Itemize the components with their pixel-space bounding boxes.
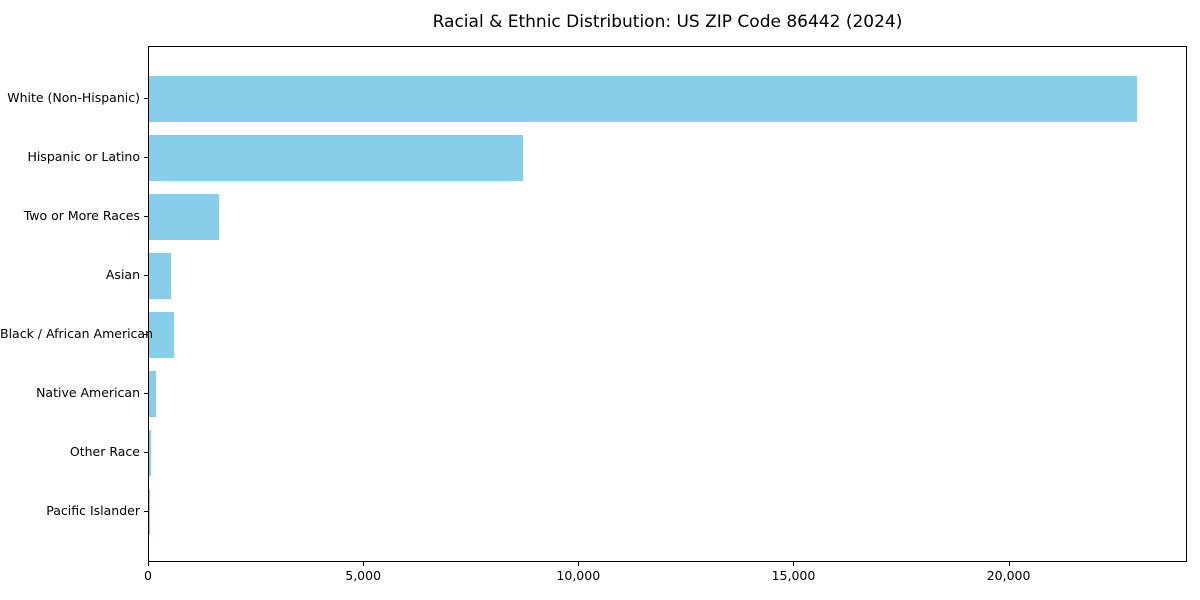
x-axis-label: 10,000 [556, 568, 601, 583]
x-tick [1008, 562, 1010, 566]
bar [149, 488, 150, 535]
y-axis-label: Black / African American [0, 325, 154, 341]
y-tick [144, 97, 148, 99]
bar [149, 370, 156, 417]
y-tick [144, 274, 148, 276]
plot-area [148, 46, 1187, 562]
bar [149, 134, 524, 181]
y-tick [144, 451, 148, 453]
y-axis-label: White (Non-Hispanic) [7, 89, 140, 105]
y-axis-label: Two or More Races [23, 207, 140, 223]
y-axis-label: Asian [105, 266, 140, 282]
y-axis-label: Hispanic or Latino [27, 148, 140, 164]
x-axis-label: 0 [144, 568, 152, 583]
y-tick [144, 333, 148, 335]
x-tick [148, 562, 149, 566]
bar [149, 311, 174, 358]
y-tick [144, 215, 148, 217]
y-axis-label: Other Race [69, 443, 140, 459]
y-tick [144, 510, 148, 512]
x-tick [793, 562, 795, 566]
y-axis-label: Native American [36, 384, 140, 400]
chart-title: Racial & Ethnic Distribution: US ZIP Cod… [432, 12, 903, 32]
y-axis-label: Pacific Islander [46, 502, 140, 518]
y-tick [144, 156, 148, 158]
bar [149, 75, 1137, 122]
bar [149, 193, 219, 240]
x-tick [363, 562, 365, 566]
x-tick [578, 562, 580, 566]
bar [149, 252, 172, 299]
bar [149, 429, 152, 476]
x-axis-label: 20,000 [986, 568, 1031, 583]
y-tick [144, 392, 148, 394]
x-axis-label: 5,000 [345, 568, 382, 583]
x-axis-label: 15,000 [771, 568, 816, 583]
